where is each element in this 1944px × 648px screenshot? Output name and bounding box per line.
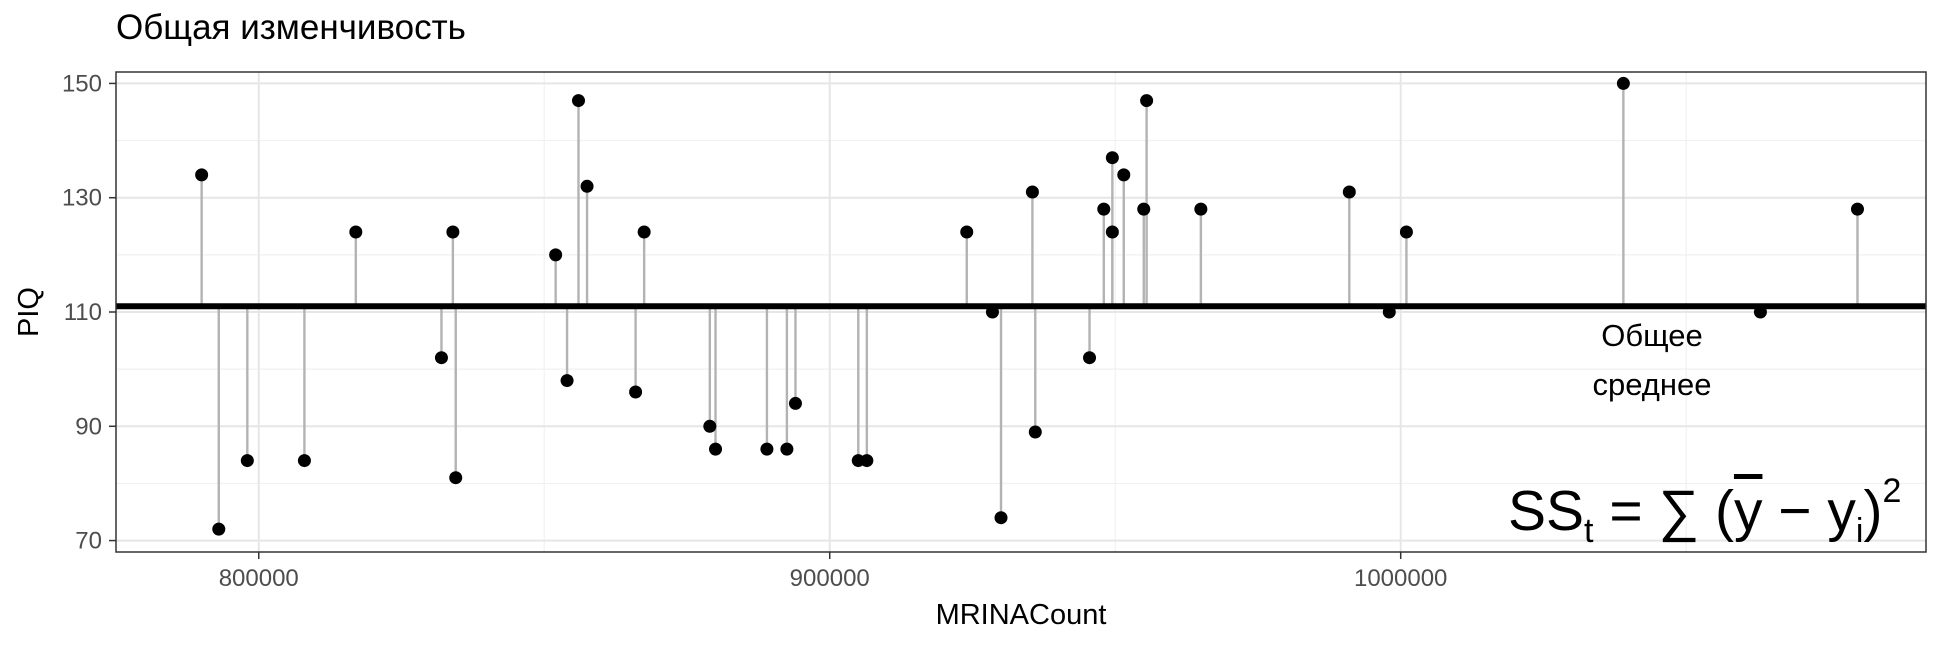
data-point	[703, 419, 717, 433]
y-axis-title: PIQ	[13, 287, 45, 337]
data-point	[1083, 351, 1097, 365]
data-point	[240, 454, 254, 468]
data-point	[1399, 225, 1413, 239]
y-tick-label: 70	[75, 528, 102, 555]
data-point	[349, 225, 363, 239]
x-tick-label: 1000000	[1354, 565, 1447, 592]
data-point	[1105, 225, 1119, 239]
formula-lhs: SS	[1508, 479, 1585, 543]
data-point	[297, 454, 311, 468]
data-point	[1105, 151, 1119, 165]
data-point	[709, 442, 723, 456]
data-point	[1382, 305, 1396, 319]
axes: 800000 900000 1000000 70 90 110 130 150 MRINACou…	[13, 70, 1927, 631]
data-points	[195, 76, 1864, 536]
data-point	[960, 225, 974, 239]
y-tick-label: 110	[64, 299, 102, 326]
formula-yi: y	[1827, 479, 1856, 543]
formula-eq: =	[1593, 479, 1659, 543]
data-point	[434, 351, 448, 365]
formula-yi-sub: i	[1855, 512, 1864, 550]
formula-lhs-sub: t	[1584, 512, 1594, 550]
data-point	[1194, 202, 1208, 216]
data-point	[549, 248, 563, 262]
formula-close-paren: )	[1863, 479, 1883, 543]
data-point	[780, 442, 794, 456]
formula-power: 2	[1882, 472, 1902, 510]
data-point	[1342, 185, 1356, 199]
data-point	[1137, 202, 1151, 216]
data-point	[860, 454, 874, 468]
formula-ybar: y	[1733, 479, 1763, 543]
data-point	[449, 471, 463, 485]
mean-label-line-1: Общее	[1601, 318, 1703, 353]
data-point	[1850, 202, 1864, 216]
formula-sum: ∑	[1658, 479, 1700, 543]
data-point	[212, 522, 226, 536]
data-point	[1140, 94, 1154, 108]
data-point	[788, 396, 802, 410]
x-tick-label: 900000	[790, 565, 870, 592]
data-point	[1028, 425, 1042, 439]
data-point	[637, 225, 651, 239]
formula-minus: −	[1762, 479, 1828, 543]
formula-open-paren: (	[1714, 479, 1734, 543]
data-point	[1097, 202, 1111, 216]
data-point	[195, 168, 209, 182]
data-point	[1025, 185, 1039, 199]
data-point	[629, 385, 643, 399]
data-point	[985, 305, 999, 319]
ss-formula: SSt = ∑ (y − yi)2	[1508, 472, 1901, 551]
x-axis-title: MRINACount	[936, 599, 1107, 631]
mean-label-line-2: среднее	[1592, 367, 1712, 402]
data-point	[760, 442, 774, 456]
data-point	[1616, 76, 1630, 90]
data-point	[446, 225, 460, 239]
y-tick-label: 90	[75, 413, 102, 440]
data-point	[571, 94, 585, 108]
data-point	[580, 179, 594, 193]
mean-line-label: Общее среднее	[1552, 311, 1752, 409]
data-point	[1117, 168, 1131, 182]
x-tick-label: 800000	[219, 565, 299, 592]
chart-title: Общая изменчивость	[116, 8, 466, 47]
data-point	[560, 374, 574, 388]
data-point	[1753, 305, 1767, 319]
y-tick-label: 150	[62, 70, 102, 97]
y-tick-label: 130	[62, 185, 102, 212]
data-point	[994, 511, 1008, 525]
